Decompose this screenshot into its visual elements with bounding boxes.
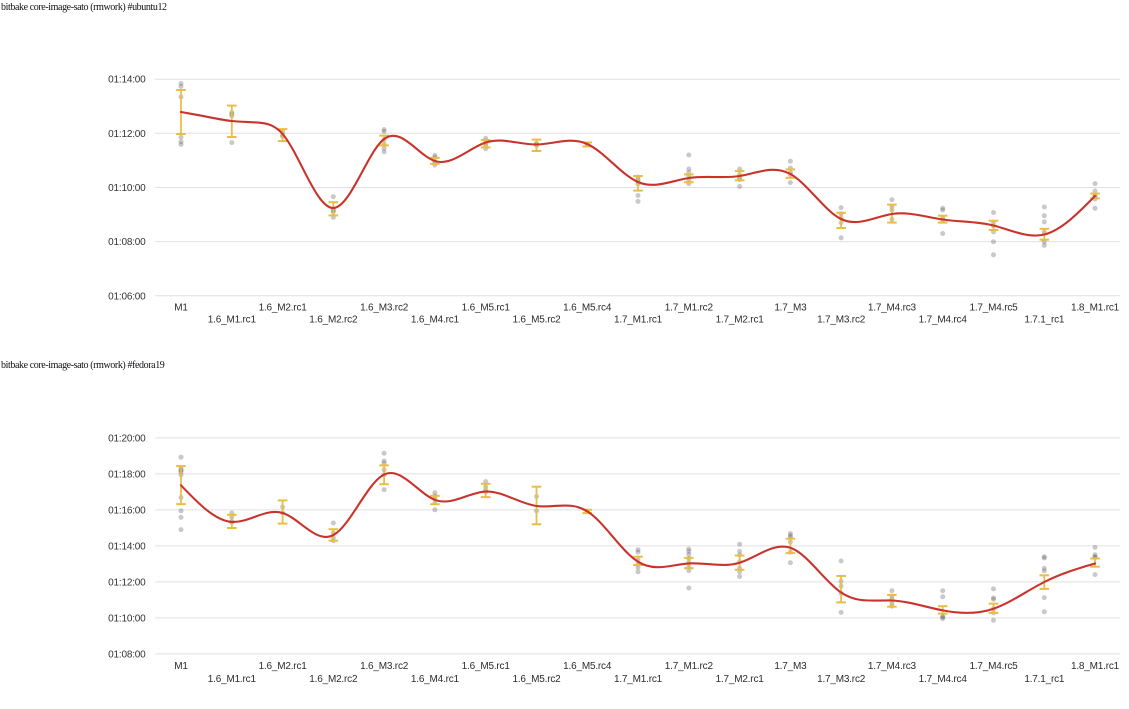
svg-text:1.7_M4.rc3: 1.7_M4.rc3 xyxy=(868,661,917,672)
svg-text:1.7.1_rc1: 1.7.1_rc1 xyxy=(1024,674,1065,685)
svg-text:1.7_M4.rc4: 1.7_M4.rc4 xyxy=(919,315,968,326)
svg-text:M1: M1 xyxy=(174,303,188,314)
svg-text:1.6_M5.rc1: 1.6_M5.rc1 xyxy=(462,303,511,314)
svg-text:1.7_M1.rc2: 1.7_M1.rc2 xyxy=(665,661,714,672)
svg-text:1.7_M3: 1.7_M3 xyxy=(774,303,807,314)
svg-text:1.7_M1.rc1: 1.7_M1.rc1 xyxy=(614,315,663,326)
svg-text:01:20:00: 01:20:00 xyxy=(108,433,146,444)
svg-text:1.7_M1.rc2: 1.7_M1.rc2 xyxy=(665,303,714,314)
svg-text:1.8_M1.rc1: 1.8_M1.rc1 xyxy=(1071,661,1120,672)
svg-text:01:08:00: 01:08:00 xyxy=(108,237,146,248)
svg-text:1.7_M2.rc1: 1.7_M2.rc1 xyxy=(716,315,765,326)
svg-text:1.6_M4.rc1: 1.6_M4.rc1 xyxy=(411,315,460,326)
svg-text:01:12:00: 01:12:00 xyxy=(108,129,146,140)
svg-text:1.7.1_rc1: 1.7.1_rc1 xyxy=(1024,315,1065,326)
svg-text:01:14:00: 01:14:00 xyxy=(108,75,146,86)
svg-text:1.7_M3.rc2: 1.7_M3.rc2 xyxy=(817,674,866,685)
svg-text:1.6_M3.rc2: 1.6_M3.rc2 xyxy=(360,303,409,314)
svg-text:1.6_M1.rc1: 1.6_M1.rc1 xyxy=(208,674,257,685)
svg-text:01:08:00: 01:08:00 xyxy=(108,649,146,660)
svg-text:1.7_M2.rc1: 1.7_M2.rc1 xyxy=(716,674,765,685)
svg-text:01:06:00: 01:06:00 xyxy=(108,291,146,302)
svg-text:1.8_M1.rc1: 1.8_M1.rc1 xyxy=(1071,303,1120,314)
svg-text:1.7_M4.rc3: 1.7_M4.rc3 xyxy=(868,303,917,314)
svg-text:01:14:00: 01:14:00 xyxy=(108,541,146,552)
svg-text:1.6_M2.rc1: 1.6_M2.rc1 xyxy=(259,303,308,314)
svg-text:1.7_M4.rc5: 1.7_M4.rc5 xyxy=(969,303,1018,314)
svg-text:1.6_M2.rc2: 1.6_M2.rc2 xyxy=(309,315,358,326)
svg-text:01:10:00: 01:10:00 xyxy=(108,613,146,624)
svg-text:1.7_M1.rc1: 1.7_M1.rc1 xyxy=(614,674,663,685)
svg-text:01:10:00: 01:10:00 xyxy=(108,183,146,194)
svg-text:1.6_M5.rc4: 1.6_M5.rc4 xyxy=(563,303,612,314)
svg-text:01:16:00: 01:16:00 xyxy=(108,505,146,516)
svg-text:1.6_M2.rc1: 1.6_M2.rc1 xyxy=(259,661,308,672)
svg-text:1.6_M2.rc2: 1.6_M2.rc2 xyxy=(309,674,358,685)
svg-text:01:18:00: 01:18:00 xyxy=(108,469,146,480)
svg-text:01:12:00: 01:12:00 xyxy=(108,577,146,588)
svg-text:1.7_M3: 1.7_M3 xyxy=(774,661,807,672)
svg-text:M1: M1 xyxy=(174,661,188,672)
svg-text:1.7_M3.rc2: 1.7_M3.rc2 xyxy=(817,315,866,326)
svg-text:1.6_M5.rc2: 1.6_M5.rc2 xyxy=(512,315,561,326)
svg-text:1.6_M3.rc2: 1.6_M3.rc2 xyxy=(360,661,409,672)
svg-text:1.6_M5.rc4: 1.6_M5.rc4 xyxy=(563,661,612,672)
svg-text:1.6_M1.rc1: 1.6_M1.rc1 xyxy=(208,315,257,326)
svg-text:1.6_M5.rc1: 1.6_M5.rc1 xyxy=(462,661,511,672)
svg-text:1.7_M4.rc5: 1.7_M4.rc5 xyxy=(969,661,1018,672)
svg-text:1.7_M4.rc4: 1.7_M4.rc4 xyxy=(919,674,968,685)
svg-text:1.6_M4.rc1: 1.6_M4.rc1 xyxy=(411,674,460,685)
svg-text:1.6_M5.rc2: 1.6_M5.rc2 xyxy=(512,674,561,685)
